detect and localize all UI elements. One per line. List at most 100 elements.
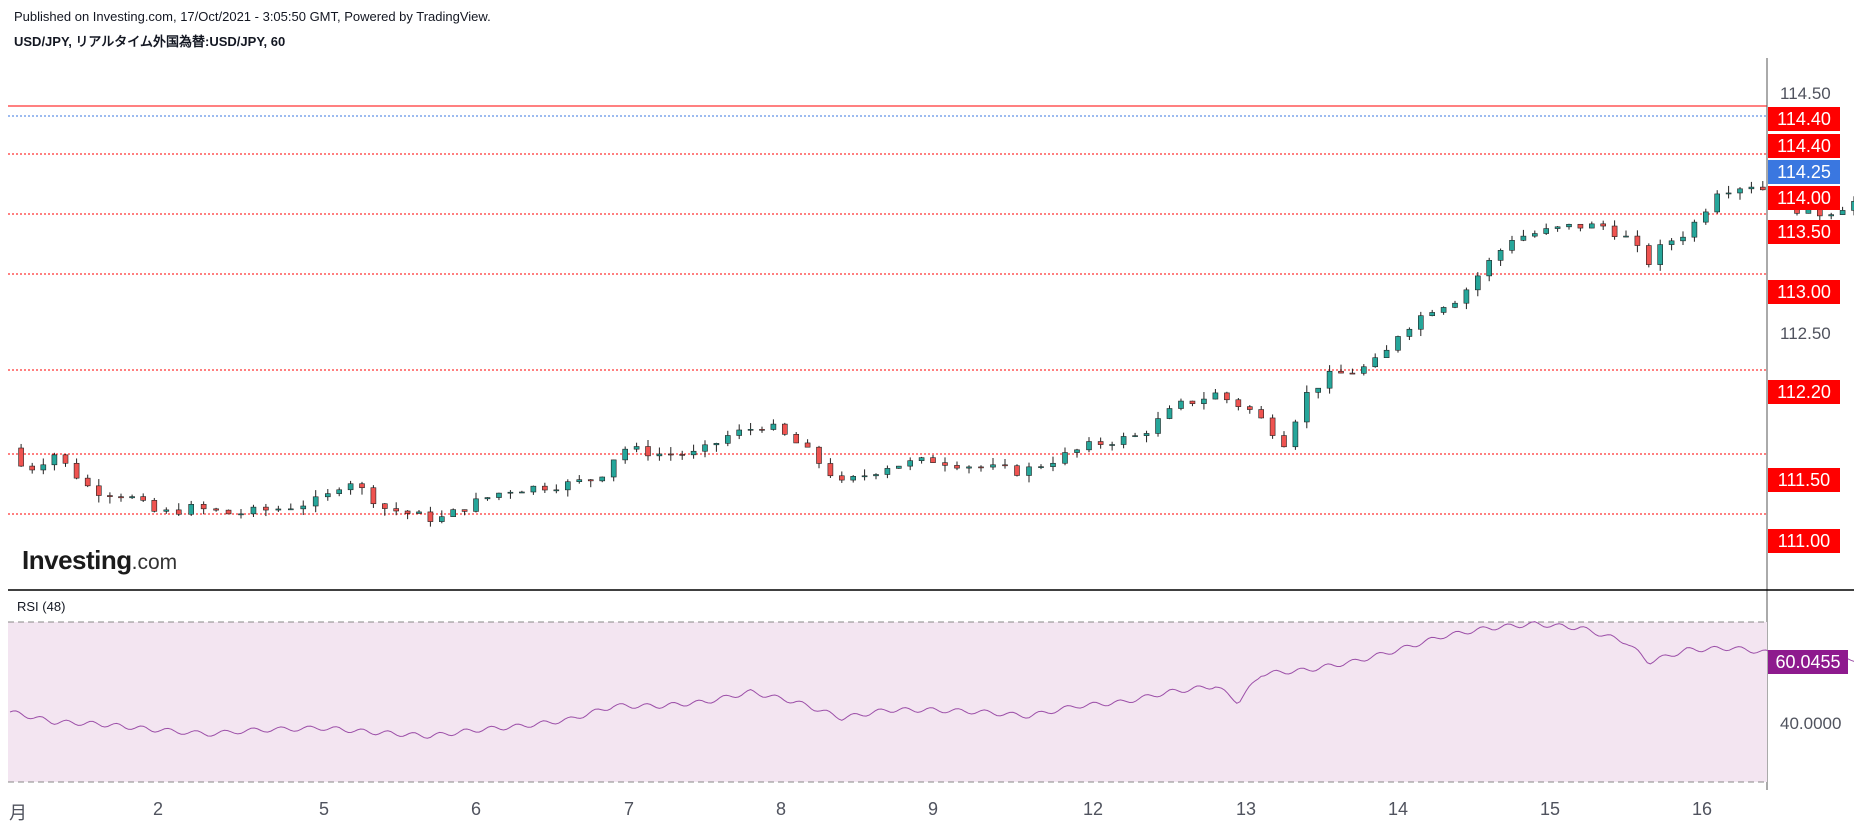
level-price-badge: 111.00 xyxy=(1768,529,1840,553)
candle-body xyxy=(679,454,686,456)
rsi-current-badge: 60.0455 xyxy=(1768,649,1848,674)
candle-body xyxy=(990,464,996,468)
candle-body xyxy=(736,429,743,436)
candle-body xyxy=(1851,201,1854,211)
candle-body xyxy=(1452,302,1458,308)
rsi-indicator-label: RSI (48) xyxy=(17,599,66,614)
candle-body xyxy=(599,476,606,482)
candle-body xyxy=(1463,289,1470,304)
candle-body xyxy=(1349,372,1356,375)
candle-body xyxy=(804,442,811,448)
candle-body xyxy=(1703,211,1709,223)
candle-body xyxy=(1406,328,1413,337)
date-tick: 7 xyxy=(623,799,635,819)
date-tick: 9 xyxy=(927,799,939,819)
candle-body xyxy=(1178,400,1184,409)
candle-body xyxy=(1383,349,1390,358)
candle-body xyxy=(907,460,914,467)
candle-body xyxy=(1828,214,1834,217)
candle-body xyxy=(1691,221,1698,238)
date-tick: 14 xyxy=(1387,799,1409,819)
candle-body xyxy=(966,466,972,469)
candle-body xyxy=(954,465,960,469)
candle-body xyxy=(1486,260,1492,277)
candle-body xyxy=(1418,315,1424,330)
candle-body xyxy=(667,453,674,456)
candle-body xyxy=(96,485,102,496)
candle-body xyxy=(347,483,354,491)
date-tick: 16 xyxy=(1691,799,1713,819)
candle-body xyxy=(1760,186,1766,191)
candle-body xyxy=(1258,409,1264,419)
candle-body xyxy=(1038,466,1044,468)
candle-body xyxy=(1497,250,1504,261)
candle-body xyxy=(759,429,765,431)
candle-body xyxy=(1395,336,1401,351)
candle-body xyxy=(873,474,879,477)
candle-body xyxy=(1235,399,1242,407)
logo-main: Investing xyxy=(22,545,132,575)
candle-body xyxy=(287,508,294,511)
price-tick: 114.50 xyxy=(1780,84,1831,103)
candle-body xyxy=(129,496,135,499)
rsi-pane xyxy=(8,621,1854,783)
candle-body xyxy=(1440,307,1447,313)
level-price-badge: 114.40 xyxy=(1768,134,1840,158)
candles xyxy=(18,181,1854,527)
candle-body xyxy=(1155,418,1161,434)
candle-body xyxy=(1026,466,1032,476)
candle-body xyxy=(553,489,560,492)
candle-body xyxy=(793,434,800,444)
candle-body xyxy=(370,487,377,505)
candle-body xyxy=(656,453,663,457)
candle-body xyxy=(416,511,422,514)
candle-body xyxy=(1668,240,1675,245)
candle-body xyxy=(1839,210,1846,215)
candle-body xyxy=(1372,357,1378,368)
candle-body xyxy=(747,429,754,431)
candle-body xyxy=(1566,223,1572,228)
level-price-badge: 112.20 xyxy=(1768,380,1840,404)
candle-body xyxy=(1132,435,1138,437)
candle-body xyxy=(213,508,219,511)
candle-body xyxy=(404,510,411,514)
candle-body xyxy=(40,464,47,471)
level-price-badge: 111.50 xyxy=(1768,468,1840,492)
candle-body xyxy=(1680,236,1686,242)
candle-body xyxy=(724,435,731,444)
level-price-badge: 114.40 xyxy=(1768,107,1840,131)
candle-body xyxy=(1725,192,1732,195)
candle-body xyxy=(312,496,319,507)
candle-body xyxy=(1623,235,1629,238)
candle-body xyxy=(1646,245,1652,265)
candle-body xyxy=(1247,406,1253,410)
candle-body xyxy=(861,475,868,478)
candle-body xyxy=(250,506,257,515)
candle-body xyxy=(942,462,948,466)
candle-body xyxy=(84,477,91,487)
horizontal-levels xyxy=(8,105,1767,515)
candle-body xyxy=(1315,387,1321,393)
candle-body xyxy=(1002,464,1008,467)
candle-body xyxy=(816,446,822,464)
candle-body xyxy=(645,446,651,457)
candle-body xyxy=(359,483,365,489)
candle-body xyxy=(484,497,491,500)
candle-body xyxy=(427,511,434,522)
candle-body xyxy=(1166,408,1173,419)
candle-body xyxy=(1737,188,1743,194)
candle-body xyxy=(438,516,445,522)
candle-body xyxy=(1224,392,1230,401)
date-tick: 12 xyxy=(1082,799,1104,819)
candle-body xyxy=(73,462,80,479)
candle-body xyxy=(1086,441,1092,451)
candle-body xyxy=(225,509,232,515)
candle-body xyxy=(507,491,514,494)
candle-body xyxy=(519,491,525,494)
candle-body xyxy=(633,446,640,450)
level-price-badge: 113.50 xyxy=(1768,220,1840,244)
candle-body xyxy=(300,505,307,510)
price-tick: 112.50 xyxy=(1780,324,1831,343)
candle-body xyxy=(1543,228,1549,234)
